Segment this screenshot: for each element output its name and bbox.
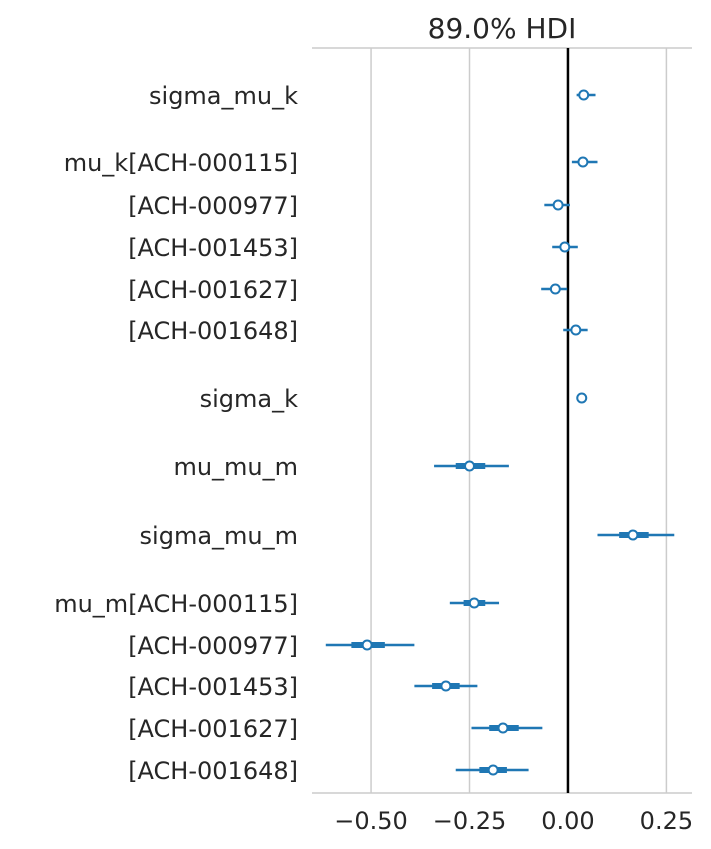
- hdi-intervals: [325, 89, 675, 776]
- parameter-label: [ACH-001648]: [128, 317, 298, 345]
- point-estimate: [497, 722, 509, 734]
- point-estimate: [578, 89, 590, 101]
- parameter-label: sigma_mu_m: [140, 522, 298, 550]
- parameter-label: [ACH-001627]: [128, 715, 298, 743]
- parameter-label: [ACH-001627]: [128, 276, 298, 304]
- parameter-labels: sigma_mu_k mu_k[ACH-000115] [ACH-000977] [A…: [54, 82, 298, 785]
- grid-lines: [370, 48, 668, 793]
- point-estimate: [559, 241, 571, 253]
- parameter-label: mu_k[ACH-000115]: [64, 149, 298, 177]
- parameter-label: sigma_mu_k: [149, 82, 298, 110]
- point-estimate: [627, 529, 639, 541]
- parameter-label: mu_mu_m: [173, 453, 298, 481]
- x-tick-label: 0.25: [640, 807, 693, 835]
- point-estimate: [487, 764, 499, 776]
- parameter-label: [ACH-001648]: [128, 757, 298, 785]
- point-estimate: [570, 324, 582, 336]
- point-estimate: [464, 460, 476, 472]
- x-tick-label: −0.50: [334, 807, 408, 835]
- x-tick-label: −0.25: [433, 807, 507, 835]
- parameter-label: [ACH-000977]: [128, 192, 298, 220]
- point-estimate: [361, 639, 373, 651]
- parameter-label: [ACH-001453]: [128, 234, 298, 262]
- parameter-label: [ACH-000977]: [128, 632, 298, 660]
- point-estimate: [440, 680, 452, 692]
- x-tick-label: 0.00: [541, 807, 594, 835]
- point-estimate: [576, 392, 588, 404]
- point-estimate: [577, 156, 589, 168]
- point-estimate: [468, 597, 480, 609]
- x-tick-labels: −0.50 −0.25 0.00 0.25: [334, 807, 693, 835]
- chart-title: 89.0% HDI: [428, 12, 577, 45]
- parameter-label: mu_m[ACH-000115]: [54, 590, 298, 618]
- point-estimate: [552, 199, 564, 211]
- parameter-label: [ACH-001453]: [128, 673, 298, 701]
- point-estimate: [549, 283, 561, 295]
- parameter-label: sigma_k: [200, 385, 298, 413]
